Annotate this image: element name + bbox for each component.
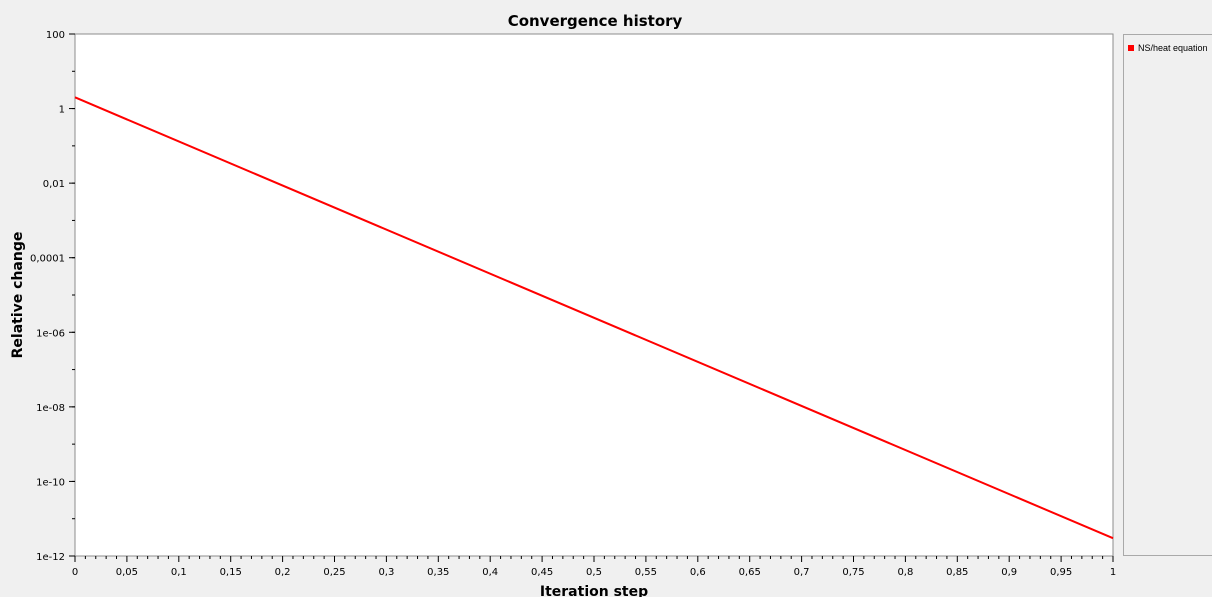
x-tick-label: 0,65 [739,567,761,578]
x-tick-label: 0,2 [275,567,291,578]
x-tick-label: 0,9 [1001,567,1017,578]
y-tick-label: 1e-12 [36,552,65,563]
x-tick-label: 0,25 [323,567,345,578]
x-tick-label: 0,85 [946,567,968,578]
x-tick-label: 0,3 [378,567,394,578]
x-tick-label: 0,5 [586,567,602,578]
x-axis-title: Iteration step [540,584,648,597]
x-tick-label: 1 [1110,567,1116,578]
y-tick-label: 0,01 [43,179,65,190]
x-tick-label: 0,55 [635,567,657,578]
x-tick-label: 0,15 [220,567,242,578]
x-tick-label: 0,7 [794,567,810,578]
x-tick-label: 0,35 [427,567,449,578]
x-tick-label: 0,4 [482,567,498,578]
series-layer [74,96,1114,540]
y-tick-label: 1 [59,105,65,116]
x-tick-label: 0 [72,567,78,578]
plot-area [74,33,1114,557]
x-axis: 0 0,05 0,1 0,15 0,2 0,25 0,3 0,35 0,4 0,45 0,5 0,55… [72,556,1116,578]
y-axis-title: Relative change [10,232,26,359]
y-tick-label: 1e-10 [36,477,65,488]
y-tick-label: 1e-08 [36,403,65,414]
x-tick-label: 0,6 [690,567,706,578]
y-tick-label: 0,0001 [30,254,65,265]
x-tick-label: 0,8 [897,567,913,578]
x-tick-label: 0,1 [171,567,187,578]
y-tick-label: 100 [46,30,65,41]
x-tick-label: 0,05 [116,567,138,578]
legend-item[interactable]: NS/heat equation [1128,43,1208,53]
x-tick-label: 0,45 [531,567,553,578]
y-axis: 100 1 0,01 0,0001 1e-06 1e-08 1e-10 1e-12 [30,30,75,563]
x-tick-label: 0,75 [842,567,864,578]
chart-plot: 0 0,05 0,1 0,15 0,2 0,25 0,3 0,35 0,4 0,45 0,5 0,55… [10,30,1116,597]
legend-label: NS/heat equation [1138,43,1208,53]
legend: NS/heat equation [1123,34,1212,556]
y-tick-label: 1e-06 [36,328,65,339]
chart-title: Convergence history [507,12,683,30]
series-line [74,96,1114,540]
x-tick-label: 0,95 [1050,567,1072,578]
legend-swatch [1128,44,1134,51]
